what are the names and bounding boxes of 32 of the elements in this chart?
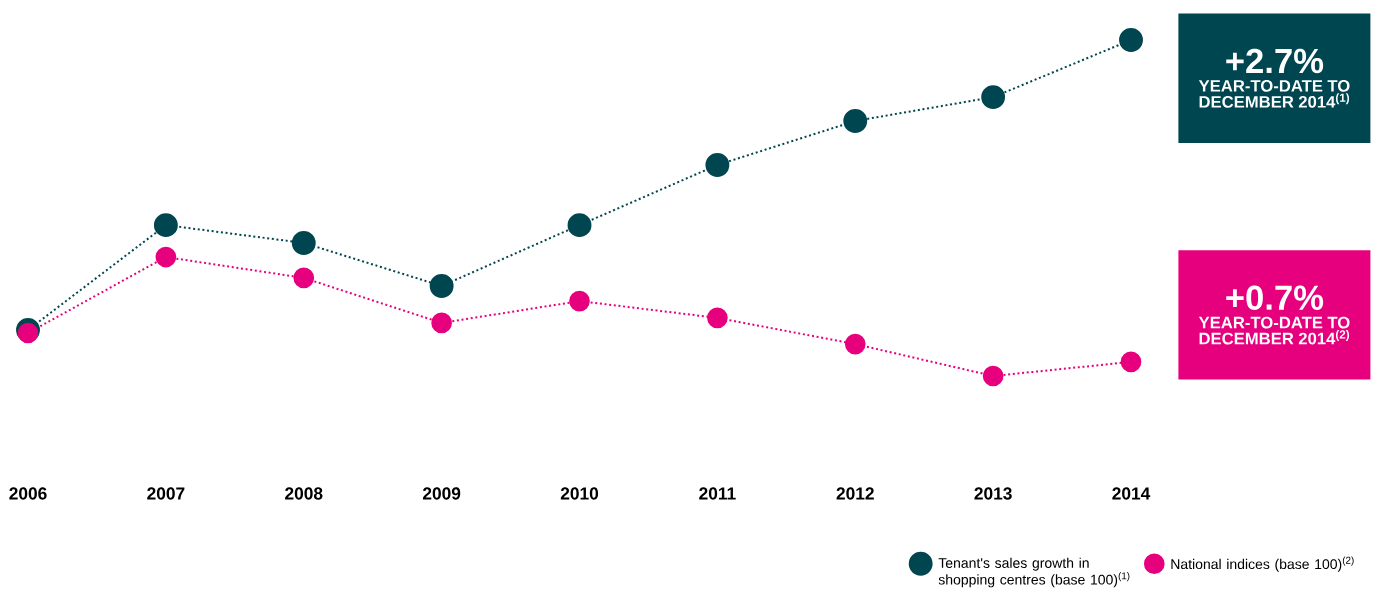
annotation: YEAR-TO-DATE TO DECEMBER 2014$^{(2)}$ xyxy=(1198,316,1350,345)
point xyxy=(844,333,866,355)
text: +0.7% xyxy=(1226,285,1324,310)
point xyxy=(569,290,590,312)
legend-label: National indices (base 100)$^{(2)}$ xyxy=(1171,556,1354,572)
x-tick-label: 2009 xyxy=(422,487,461,500)
point xyxy=(153,213,178,238)
point xyxy=(843,109,868,133)
point xyxy=(431,312,452,334)
point xyxy=(291,231,316,255)
point xyxy=(429,274,454,298)
point xyxy=(293,267,315,289)
point xyxy=(981,85,1006,110)
point xyxy=(17,322,39,344)
point xyxy=(707,307,728,329)
x-tick-label: 2008 xyxy=(285,487,323,500)
legend-label: Tenant's sales growth in shopping centres (base 100)$^{(1)}$ xyxy=(938,557,1130,588)
x-tick-label: 2014 xyxy=(1112,487,1151,500)
point xyxy=(1119,28,1143,52)
point xyxy=(705,153,730,177)
point xyxy=(1120,351,1142,373)
point xyxy=(155,246,177,268)
x-tick-label: 2010 xyxy=(560,487,599,500)
x-tick-label: 2012 xyxy=(836,487,874,500)
point xyxy=(567,213,592,238)
x-tick-label: 2011 xyxy=(699,487,736,500)
x-tick-label: 2006 xyxy=(9,487,47,500)
x-tick-label: 2007 xyxy=(147,487,185,500)
annotation: YEAR-TO-DATE TO DECEMBER 2014$^{(1)}$ xyxy=(1198,79,1350,108)
text: +2.7% xyxy=(1226,48,1324,74)
x-tick-label: 2013 xyxy=(974,487,1012,500)
point xyxy=(982,365,1004,387)
